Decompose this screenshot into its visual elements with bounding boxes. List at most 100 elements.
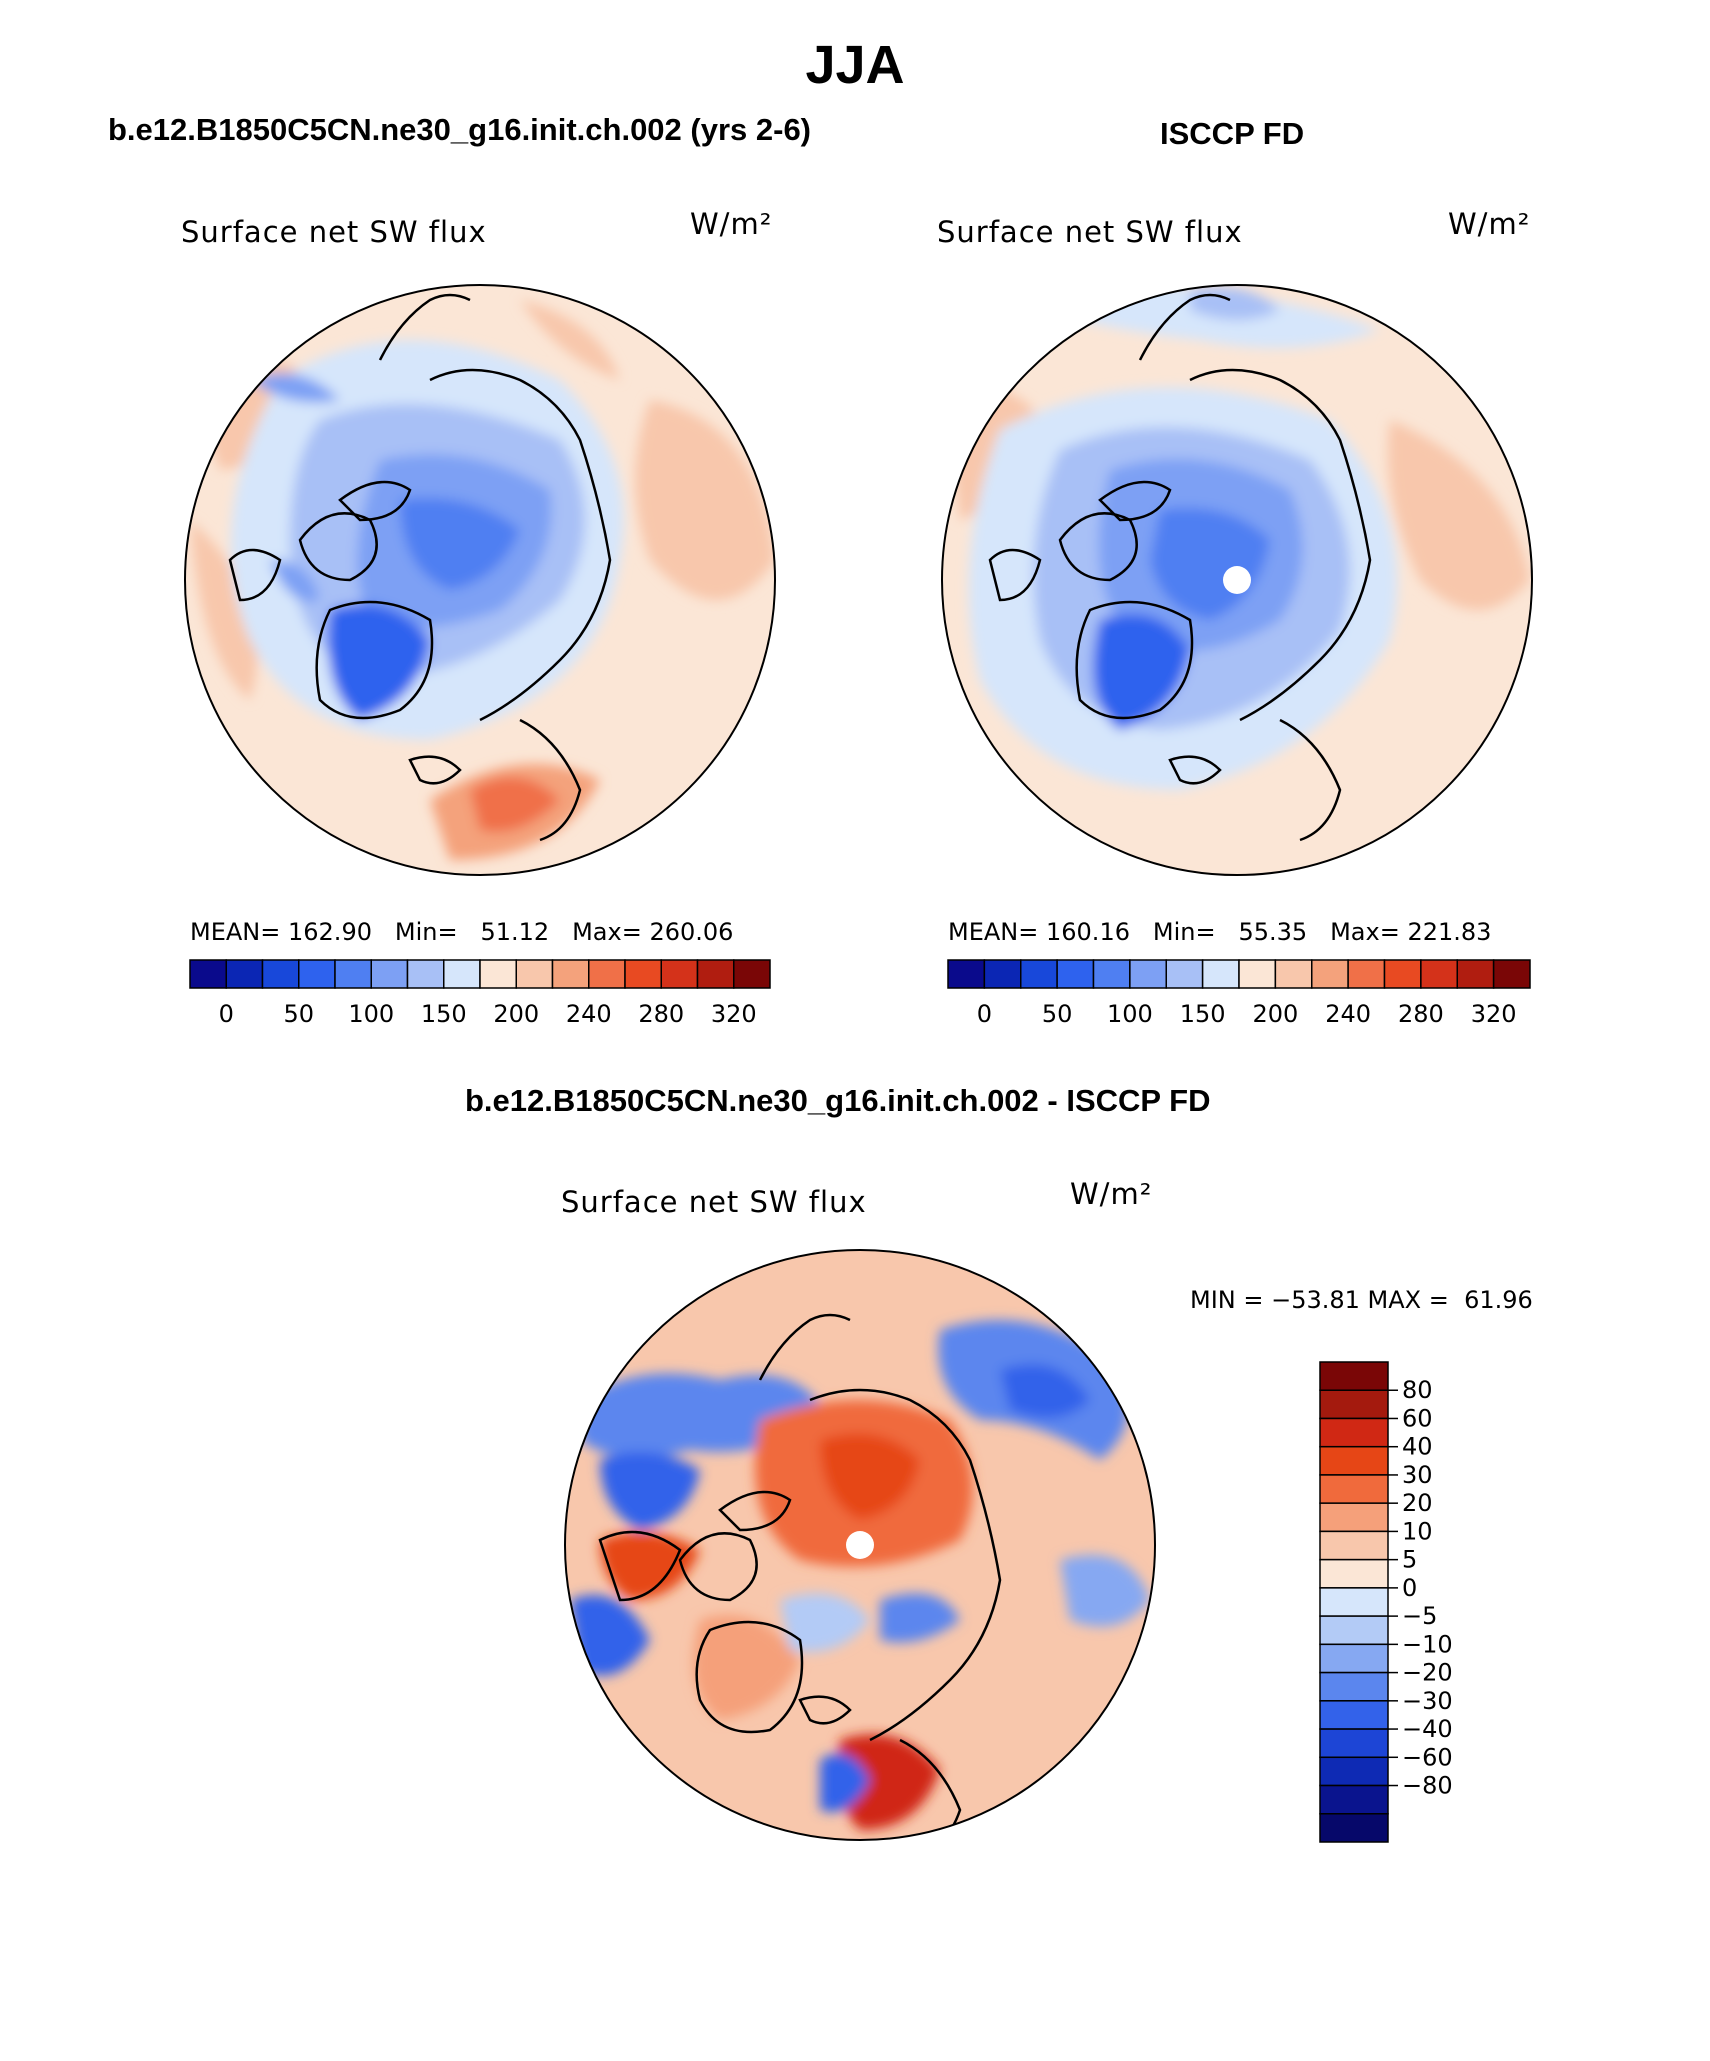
diff-colorbar-tick-label: 5 <box>1402 1546 1417 1574</box>
model-colorbar-swatch <box>696 959 735 989</box>
diff-colorbar-swatch <box>1319 1587 1389 1617</box>
obs-variable-label: Surface net SW flux <box>937 215 1243 249</box>
model-colorbar-swatch <box>660 959 699 989</box>
obs-max-label: Max= <box>1330 918 1400 946</box>
model-colorbar-swatch <box>370 959 409 989</box>
diff-subtitle: b.e12.B1850C5CN.ne30_g16.init.ch.002 - I… <box>465 1083 1211 1118</box>
diff-colorbar-swatch <box>1319 1643 1389 1674</box>
model-variable-label: Surface net SW flux <box>181 215 487 249</box>
diff-colorbar-swatch <box>1319 1700 1389 1730</box>
obs-colorbar-swatch <box>947 959 986 989</box>
model-colorbar-swatch <box>733 959 771 989</box>
obs-max-value: 221.83 <box>1407 918 1492 946</box>
model-colorbar-swatch <box>443 959 481 989</box>
obs-colorbar-tick-label: 100 <box>1107 1000 1153 1028</box>
model-colorbar-tick-label: 320 <box>711 1000 757 1028</box>
diff-colorbar-swatch <box>1319 1813 1389 1843</box>
obs-colorbar-swatch <box>1456 959 1495 989</box>
obs-stats: MEAN= 160.16 Min= 55.35 Max= 221.83 <box>948 918 1491 946</box>
obs-colorbar-tick-label: 240 <box>1325 1000 1371 1028</box>
diff-colorbar-tick-label: 80 <box>1402 1376 1433 1404</box>
model-colorbar-swatch <box>624 959 662 989</box>
figure-title: JJA <box>805 35 905 95</box>
diff-colorbar-tick-label: −10 <box>1402 1630 1453 1658</box>
model-mean-value: 162.90 <box>288 918 372 946</box>
obs-colorbar-swatch <box>1383 959 1422 989</box>
model-subtitle: b.e12.B1850C5CN.ne30_g16.init.ch.002 (yr… <box>108 112 812 147</box>
diff-map-border <box>564 1249 1156 1841</box>
model-colorbar-swatch <box>551 959 590 989</box>
model-max-label: Max= <box>572 918 642 946</box>
diff-variable-label: Surface net SW flux <box>561 1185 867 1219</box>
diff-colorbar-tick-label: −60 <box>1402 1743 1453 1771</box>
obs-colorbar-swatch <box>1020 959 1058 989</box>
obs-subtitle: ISCCP FD <box>1160 116 1305 151</box>
obs-colorbar-swatch <box>1056 959 1095 989</box>
obs-map-border <box>941 284 1533 876</box>
model-colorbar-tick-label: 280 <box>638 1000 684 1028</box>
obs-colorbar-tick-label: 0 <box>977 1000 992 1028</box>
diff-colorbar-tick-label: 20 <box>1402 1489 1433 1517</box>
model-max-value: 260.06 <box>649 918 734 946</box>
diff-colorbar-swatch <box>1319 1389 1389 1420</box>
obs-colorbar-swatch <box>1311 959 1349 989</box>
diff-colorbar-swatch <box>1319 1474 1389 1504</box>
obs-colorbar-swatch <box>1129 959 1167 989</box>
diff-minmax: MIN = −53.81 MAX = 61.96 <box>1190 1286 1533 1314</box>
obs-min-label: Min= <box>1152 918 1216 946</box>
diff-colorbar-tick-label: 40 <box>1402 1433 1433 1461</box>
obs-colorbar-tick-label: 150 <box>1180 1000 1226 1028</box>
diff-colorbar-tick-label: 60 <box>1402 1404 1433 1432</box>
model-stats: MEAN= 162.90 Min= 51.12 Max= 260.06 <box>190 918 733 946</box>
model-colorbar-swatch <box>515 959 554 989</box>
diff-colorbar-tick-label: −20 <box>1402 1659 1453 1687</box>
obs-colorbar: 0 50 100 150 200 240 280 320 <box>947 959 1531 1028</box>
diff-colorbar-swatch <box>1319 1756 1389 1787</box>
model-colorbar: 0 50 100 150 200 240 280 320 <box>189 959 771 1028</box>
diff-colorbar-swatch <box>1319 1671 1389 1702</box>
obs-min-value: 55.35 <box>1238 918 1308 946</box>
obs-colorbar-swatch <box>1274 959 1313 989</box>
obs-colorbar-swatch <box>1165 959 1204 989</box>
model-colorbar-swatch <box>588 959 626 989</box>
model-mean-label: MEAN= <box>190 918 281 946</box>
obs-colorbar-swatch <box>1201 959 1240 989</box>
model-colorbar-tick-label: 0 <box>219 1000 234 1028</box>
obs-colorbar-swatch <box>1420 959 1458 989</box>
diff-colorbar-swatch <box>1319 1784 1389 1815</box>
model-colorbar-swatch <box>225 959 264 989</box>
model-colorbar-swatch <box>479 959 517 989</box>
diff-colorbar-swatch <box>1319 1361 1389 1391</box>
model-colorbar-tick-label: 150 <box>421 1000 467 1028</box>
diff-colorbar-tick-label: 30 <box>1402 1461 1433 1489</box>
obs-colorbar-tick-label: 50 <box>1042 1000 1073 1028</box>
diff-colorbar-swatch <box>1319 1558 1389 1589</box>
model-colorbar-tick-label: 100 <box>348 1000 394 1028</box>
model-map <box>185 285 775 875</box>
obs-mean-label: MEAN= <box>948 918 1039 946</box>
obs-colorbar-swatch <box>983 959 1022 989</box>
model-min-label: Min= <box>394 918 458 946</box>
model-colorbar-swatch <box>298 959 336 989</box>
diff-colorbar-tick-label: 0 <box>1402 1574 1417 1602</box>
diff-colorbar-tick-label: −5 <box>1402 1602 1437 1630</box>
model-units-label: W/m² <box>690 207 773 241</box>
diff-colorbar-swatch <box>1319 1530 1389 1561</box>
diff-colorbar-tick-label: −30 <box>1402 1687 1453 1715</box>
obs-colorbar-tick-label: 320 <box>1471 1000 1517 1028</box>
obs-map <box>942 285 1532 875</box>
model-colorbar-tick-label: 50 <box>283 1000 314 1028</box>
model-colorbar-swatch <box>406 959 445 989</box>
model-map-border <box>184 284 776 876</box>
model-colorbar-tick-label: 240 <box>566 1000 612 1028</box>
diff-colorbar-tick-label: −40 <box>1402 1715 1453 1743</box>
diff-units-label: W/m² <box>1070 1177 1153 1211</box>
diff-colorbar-swatch <box>1319 1445 1389 1476</box>
obs-colorbar-swatch <box>1092 959 1131 989</box>
model-colorbar-tick-label: 200 <box>493 1000 539 1028</box>
obs-colorbar-swatch <box>1238 959 1277 989</box>
diff-colorbar-tick-label: −80 <box>1402 1772 1453 1800</box>
model-min-value: 51.12 <box>480 918 550 946</box>
obs-mean-value: 160.16 <box>1046 918 1130 946</box>
